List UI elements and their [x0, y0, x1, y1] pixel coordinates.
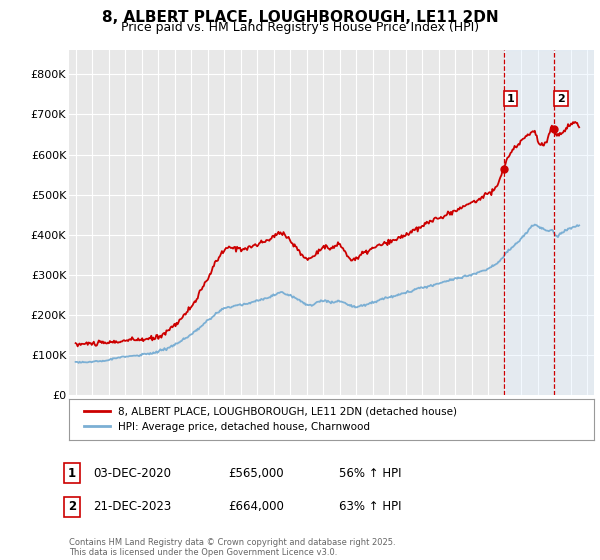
Text: 63% ↑ HPI: 63% ↑ HPI	[339, 500, 401, 514]
Text: Price paid vs. HM Land Registry's House Price Index (HPI): Price paid vs. HM Land Registry's House …	[121, 21, 479, 34]
Text: £664,000: £664,000	[228, 500, 284, 514]
Text: 1: 1	[507, 94, 515, 104]
Text: 2: 2	[557, 94, 565, 104]
Bar	[503, 50, 594, 395]
Text: 56% ↑ HPI: 56% ↑ HPI	[339, 466, 401, 480]
Text: 21-DEC-2023: 21-DEC-2023	[93, 500, 171, 514]
Legend: 8, ALBERT PLACE, LOUGHBOROUGH, LE11 2DN (detached house), HPI: Average price, de: 8, ALBERT PLACE, LOUGHBOROUGH, LE11 2DN …	[79, 403, 461, 436]
Text: 8, ALBERT PLACE, LOUGHBOROUGH, LE11 2DN: 8, ALBERT PLACE, LOUGHBOROUGH, LE11 2DN	[101, 10, 499, 25]
Text: £565,000: £565,000	[228, 466, 284, 480]
Text: Contains HM Land Registry data © Crown copyright and database right 2025.
This d: Contains HM Land Registry data © Crown c…	[69, 538, 395, 557]
Text: 03-DEC-2020: 03-DEC-2020	[93, 466, 171, 480]
Text: 1: 1	[68, 466, 76, 480]
Text: 2: 2	[68, 500, 76, 514]
